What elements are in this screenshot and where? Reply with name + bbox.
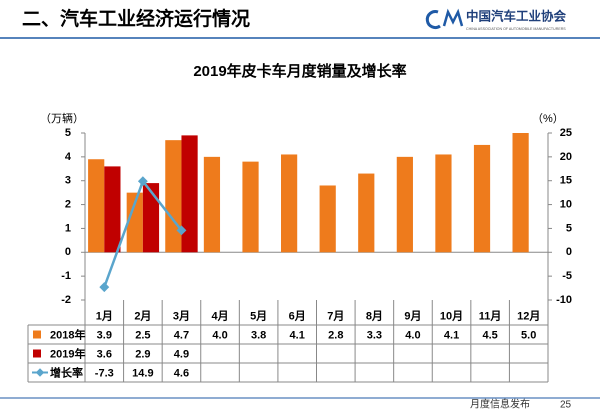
bar [512,133,529,253]
bar [358,173,375,253]
table-cell: 2.5 [135,329,150,341]
x-tick-label: 5月 [250,309,267,322]
table-cell: 3.6 [97,348,112,360]
bar [126,192,143,253]
y-tick-label: 0 [65,246,71,258]
logo: 中国汽车工业协会 CHINA ASSOCIATION OF AUTOMOBILE… [425,8,567,31]
y2-tick-label: 20 [560,151,572,163]
y2-tick-label: -5 [562,270,572,282]
bar [142,183,160,253]
table-cell: 4.5 [482,329,497,341]
bar [319,185,336,253]
table-cell: 4.9 [174,348,189,360]
table-cell: 14.9 [132,367,153,379]
bar [104,166,121,253]
table-cell: 4.0 [405,329,420,341]
x-tick-label: 1月 [96,309,113,322]
bar [203,156,221,253]
legend-label: 2018年 [50,327,85,341]
legend-swatch [33,330,41,339]
x-tick-label: 8月 [366,309,383,322]
org-name-en: CHINA ASSOCIATION OF AUTOMOBILE MANUFACT… [466,27,566,31]
y2-tick-label: 0 [566,246,572,258]
x-tick-label: 6月 [289,309,306,322]
chart-title: 2019年皮卡车月度销量及增长率 [193,62,406,80]
y-tick-label: -2 [61,294,71,306]
table-cell: 2.9 [135,348,150,360]
line-marker [176,225,187,236]
y-tick-label: 2 [65,198,71,210]
line-marker [137,176,148,187]
legend-marker [35,368,45,377]
bar [281,154,298,253]
x-tick-label: 9月 [404,309,421,322]
page-number: 25 [560,400,572,411]
y-tick-label: 3 [65,175,71,187]
bar [88,159,105,253]
x-tick-label: 12月 [517,309,540,322]
bar [473,144,491,253]
x-tick-label: 10月 [440,309,463,322]
table-cell: 4.0 [212,329,227,341]
logo-mark [425,10,441,30]
y2-tick-label: 15 [560,175,572,187]
x-tick-label: 3月 [173,309,190,322]
y-tick-label: 1 [65,222,71,234]
y2-tick-label: -10 [556,294,572,306]
table-cell: 2.8 [328,329,343,341]
bar [242,161,259,253]
y-tick-label: -1 [61,270,71,282]
x-tick-label: 4月 [211,309,228,322]
legend-label: 增长率 [50,365,83,379]
y2-tick-label: 5 [566,222,572,234]
table-cell: 4.6 [174,367,189,379]
table-cell: 3.3 [367,329,382,341]
header-title: 二、汽车工业经济运行情况 [22,7,250,30]
logo-mark [442,8,464,27]
footer-text: 月度信息发布 [470,398,530,411]
bar [435,154,452,253]
legend-label: 2019年 [50,346,85,360]
x-tick-label: 7月 [327,309,344,322]
table-cell: 4.7 [174,329,189,341]
x-tick-label: 2月 [134,309,151,322]
y-tick-label: 4 [65,151,72,163]
x-tick-label: 11月 [479,309,502,322]
y-axis-label: （万辆） [40,111,84,125]
legend-swatch [33,349,41,358]
y2-tick-label: 10 [560,198,572,210]
bar [181,135,198,253]
y2-tick-label: 25 [560,127,572,139]
table-cell: 4.1 [290,329,305,341]
table-cell: -7.3 [95,367,114,379]
table-cell: 3.8 [251,329,266,341]
y2-axis-label: （%） [532,112,564,125]
bar [165,140,182,253]
table-cell: 5.0 [521,329,536,341]
org-name: 中国汽车工业协会 [466,8,567,23]
bar [396,156,413,253]
y-tick-label: 5 [65,127,71,139]
table-cell: 3.9 [97,329,112,341]
table-cell: 4.1 [444,329,459,341]
